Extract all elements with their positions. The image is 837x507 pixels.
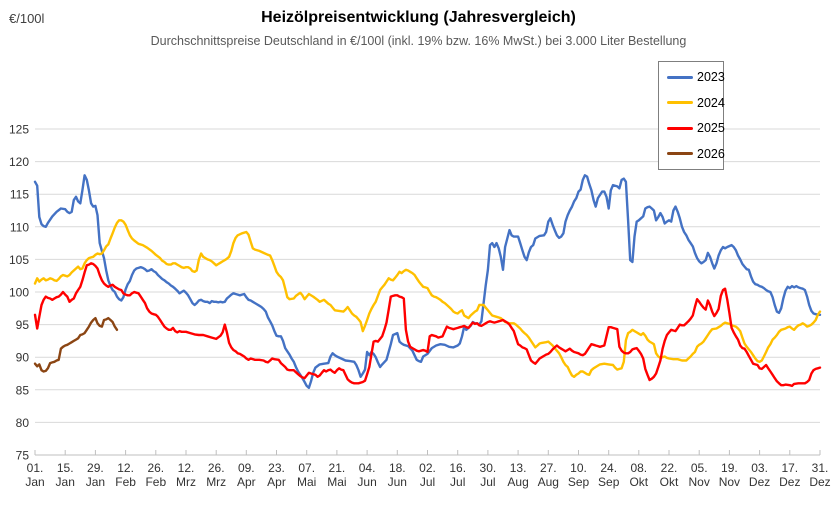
x-axis-tick-label-month: Mai (327, 475, 346, 489)
x-axis-tick-label-date: 18. (389, 461, 406, 475)
legend-swatch-2025 (667, 126, 693, 130)
x-axis-tick-label-date: 09. (238, 461, 255, 475)
x-axis-tick-label-month: Jul (480, 475, 495, 489)
legend: 2023 2024 2025 2026 (658, 61, 725, 170)
x-axis-tick-label-date: 23. (268, 461, 285, 475)
x-axis-tick-label-date: 15. (57, 461, 74, 475)
x-axis-tick-label-month: Mai (297, 475, 316, 489)
x-axis-tick-label-date: 31. (812, 461, 829, 475)
legend-label-2025: 2025 (697, 121, 725, 135)
x-axis-tick-label-date: 07. (298, 461, 315, 475)
legend-item-2025: 2025 (667, 122, 725, 135)
x-axis-tick-label-month: Jan (56, 475, 75, 489)
x-axis-tick-label-date: 03. (751, 461, 768, 475)
y-axis-tick-label: 80 (16, 416, 30, 430)
x-axis-tick-label-date: 27. (540, 461, 557, 475)
legend-label-2023: 2023 (697, 70, 725, 84)
x-axis-tick-label-date: 12. (117, 461, 134, 475)
x-axis-tick-label-month: Jan (86, 475, 105, 489)
x-axis-tick-label-date: 01. (27, 461, 44, 475)
y-axis-tick-label: 110 (10, 220, 29, 234)
x-axis-tick-label-month: Okt (660, 475, 679, 489)
x-axis-tick-label-date: 12. (178, 461, 195, 475)
x-axis-tick-label-month: Feb (145, 475, 166, 489)
x-axis-tick-label-date: 22. (661, 461, 678, 475)
chart-subtitle: Durchschnittspreise Deutschland in €/100… (150, 34, 687, 48)
x-axis-tick-label-month: Nov (689, 475, 710, 489)
x-axis-tick-label-month: Aug (538, 475, 559, 489)
legend-swatch-2023 (667, 75, 693, 79)
x-axis-tick-label-date: 13. (510, 461, 527, 475)
y-axis-tick-label: 115 (10, 188, 29, 202)
x-axis-tick-label-month: Sep (568, 475, 590, 489)
chart-title: Heizölpreisentwicklung (Jahresvergleich) (261, 9, 576, 26)
x-axis-tick-label-date: 30. (480, 461, 497, 475)
legend-label-2024: 2024 (697, 95, 725, 110)
y-axis-tick-label: 100 (9, 286, 29, 300)
x-axis-tick-label-date: 10. (570, 461, 587, 475)
x-axis-tick-label-date: 08. (630, 461, 647, 475)
x-axis-tick-label-month: Feb (115, 475, 136, 489)
x-axis-tick-label-month: Nov (719, 475, 740, 489)
y-axis-tick-label: 75 (16, 449, 30, 463)
x-axis-tick-label-month: Jul (450, 475, 465, 489)
y-axis-tick-label: 95 (16, 318, 30, 332)
x-axis-tick-label-month: Dez (779, 475, 800, 489)
y-axis-tick-label: 85 (16, 383, 30, 397)
x-axis-tick-label-date: 26. (208, 461, 225, 475)
legend-label-2026: 2026 (697, 146, 725, 161)
series-line-2023 (33, 174, 822, 389)
y-axis-tick-label: 105 (9, 253, 29, 267)
x-axis-tick-label-date: 29. (87, 461, 104, 475)
x-axis-tick-label-month: Dez (809, 475, 830, 489)
x-axis-tick-label-date: 04. (359, 461, 376, 475)
x-axis-tick-label-date: 16. (449, 461, 466, 475)
x-axis-tick-label-date: 02. (419, 461, 436, 475)
x-axis-tick-label-date: 17. (781, 461, 798, 475)
legend-swatch-2026 (667, 152, 693, 156)
y-axis-tick-label: 120 (9, 155, 29, 169)
x-axis-tick-label-month: Jul (420, 475, 435, 489)
x-axis-tick-label-month: Aug (507, 475, 528, 489)
y-axis-unit-label: €/100l (9, 11, 45, 26)
series-line-2025 (33, 262, 822, 388)
x-axis-tick-label-month: Jun (388, 475, 407, 489)
x-axis-tick-label-date: 19. (721, 461, 738, 475)
x-axis-tick-label-month: Sep (598, 475, 620, 489)
legend-item-2024: 2024 (667, 96, 725, 110)
x-axis-tick-label-month: Mrz (206, 475, 226, 489)
legend-swatch-2024 (667, 101, 693, 105)
x-axis-tick-label-date: 05. (691, 461, 708, 475)
x-axis-tick-label-month: Apr (267, 475, 286, 489)
x-axis-tick-label-month: Jun (357, 475, 376, 489)
y-axis-tick-label: 90 (16, 351, 30, 365)
x-axis-tick-label-date: 21. (329, 461, 346, 475)
legend-item-2023: 2023 (667, 71, 725, 84)
x-axis-tick-label-date: 26. (147, 461, 164, 475)
x-axis-tick-label-month: Apr (237, 475, 256, 489)
y-axis-tick-label: 125 (9, 123, 29, 137)
x-axis-tick-label-date: 24. (600, 461, 617, 475)
x-axis-tick-label-month: Mrz (176, 475, 196, 489)
series-line-2026 (33, 316, 119, 373)
legend-item-2026: 2026 (667, 147, 725, 161)
x-axis-tick-label-month: Okt (629, 475, 648, 489)
x-axis-tick-label-month: Jan (25, 475, 44, 489)
x-axis-tick-label-month: Dez (749, 475, 770, 489)
series-line-2024 (33, 219, 822, 378)
